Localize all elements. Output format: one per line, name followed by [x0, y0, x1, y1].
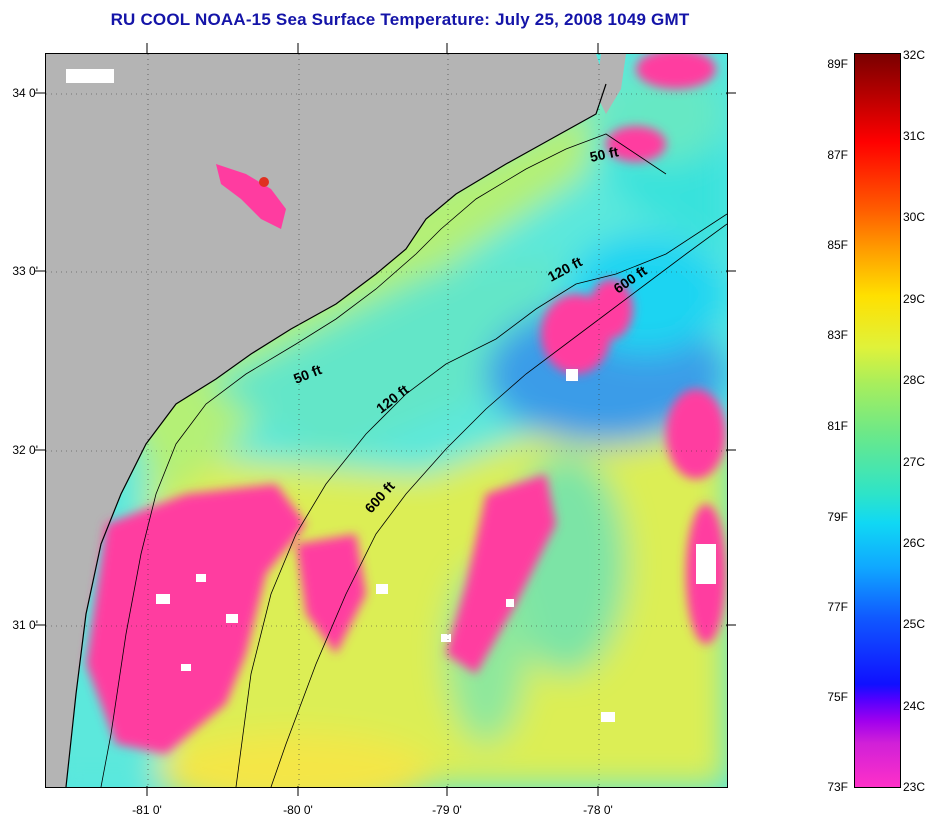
graticule	[46, 54, 727, 787]
colorbar-f-label: 79F	[827, 510, 848, 524]
colorbar-c-label: 23C	[903, 780, 926, 794]
lon-label: -81 0'	[132, 803, 162, 817]
colorbar-f-label: 73F	[827, 780, 848, 794]
colorbar-f-label: 89F	[827, 57, 848, 71]
colorbar-c-label: 24C	[903, 699, 926, 713]
colorbar-f-label: 87F	[827, 148, 848, 162]
colorbar-c-label: 26C	[903, 536, 926, 550]
lon-label: -78 0'	[583, 803, 613, 817]
colorbar-c-label: 29C	[903, 292, 926, 306]
color-scale-bar	[854, 53, 901, 788]
contour-label: 50 ft	[588, 143, 620, 165]
colorbar-c-label: 28C	[903, 373, 926, 387]
colorbar-c-label: 27C	[903, 455, 926, 469]
chart-title: RU COOL NOAA-15 Sea Surface Temperature:…	[110, 10, 690, 29]
lat-label: 31 0'	[12, 618, 38, 632]
inland-lakes	[66, 69, 286, 229]
sst-map: 50 ft 120 ft 600 ft 50 ft 120 ft 600 ft	[45, 53, 728, 788]
lat-label: 32 0'	[12, 443, 38, 457]
cloud-mask	[86, 54, 726, 754]
colorbar-f-label: 83F	[827, 328, 848, 342]
nodata-specks	[156, 369, 716, 722]
map-canvas: 50 ft 120 ft 600 ft 50 ft 120 ft 600 ft	[46, 54, 727, 787]
isobath-600ft	[270, 223, 727, 787]
land-mass-ne	[596, 54, 626, 114]
colorbar-f-label: 81F	[827, 419, 848, 433]
lon-label: -79 0'	[432, 803, 462, 817]
isobath-120ft	[235, 213, 727, 787]
colorbar-f-label: 77F	[827, 600, 848, 614]
colorbar-c-label: 31C	[903, 129, 926, 143]
colorbar-f-label: 85F	[827, 238, 848, 252]
colorbar-f-label: 75F	[827, 690, 848, 704]
lat-label: 34 0'	[12, 86, 38, 100]
colorbar-c-label: 32C	[903, 48, 926, 62]
colorbar-c-label: 25C	[903, 617, 926, 631]
land-mass	[46, 54, 606, 787]
lat-label: 33 0'	[12, 264, 38, 278]
coastline	[65, 83, 607, 787]
isobath-50ft	[100, 133, 667, 787]
lon-label: -80 0'	[283, 803, 313, 817]
colorbar-c-label: 30C	[903, 210, 926, 224]
